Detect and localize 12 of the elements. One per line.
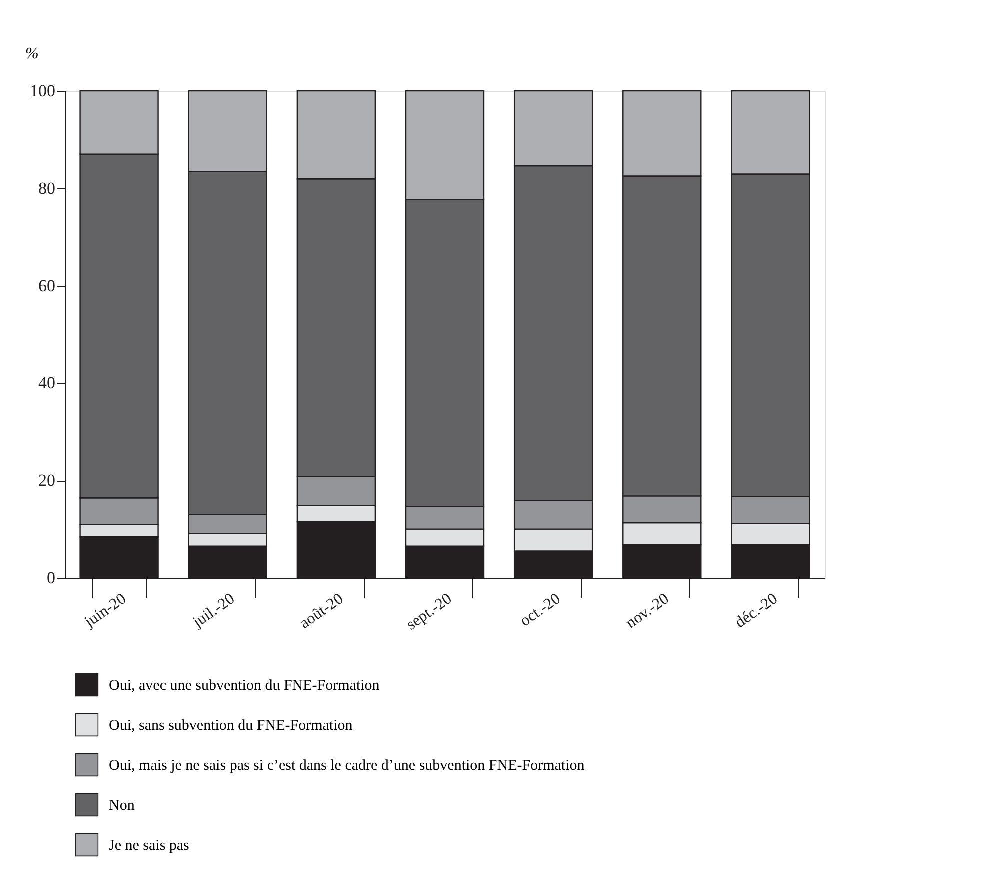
y-axis-title: % xyxy=(26,46,39,62)
legend-label: Oui, sans subvention du FNE-Formation xyxy=(109,718,354,734)
y-tick-label: 60 xyxy=(38,276,56,296)
y-tick-label: 40 xyxy=(38,374,56,393)
legend-label: Je ne sais pas xyxy=(109,838,190,854)
y-tick-label: 20 xyxy=(38,471,56,490)
y-tick-label: 80 xyxy=(38,178,56,198)
legend-label: Oui, mais je ne sais pas si c’est dans le cadre d’une subvention FNE-Formation xyxy=(109,758,586,774)
legend-label: Oui, avec une subvention du FNE-Formation xyxy=(109,678,380,694)
legend-label: Non xyxy=(109,798,136,814)
y-tick-label: 0 xyxy=(47,568,56,588)
y-tick-label: 100 xyxy=(30,82,56,100)
